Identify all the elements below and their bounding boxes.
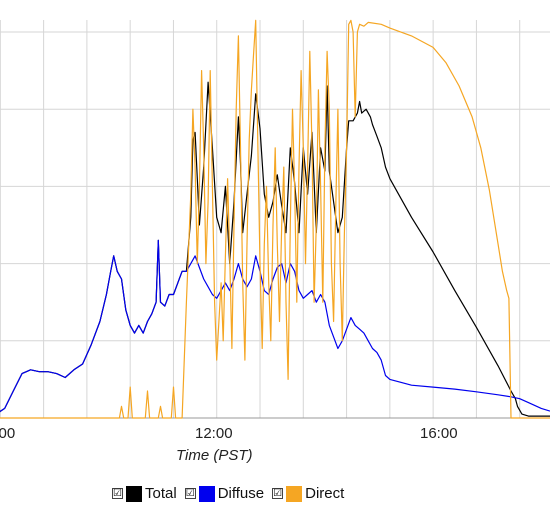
- legend-label-diffuse: Diffuse: [217, 485, 265, 502]
- legend-checkbox-direct[interactable]: ☑: [272, 488, 284, 499]
- legend-item-total[interactable]: ☑ Total: [112, 485, 177, 502]
- legend-item-diffuse[interactable]: ☑ Diffuse: [184, 485, 265, 502]
- series-line-diffuse: [0, 239, 550, 413]
- x-tick-2: 16:00: [420, 425, 458, 442]
- x-tick-0: 0:00: [0, 425, 15, 442]
- legend-label-direct: Direct: [305, 485, 345, 502]
- series-layer: [0, 19, 550, 419]
- x-axis-label: Time (PST): [176, 447, 253, 464]
- legend-swatch-diffuse: [198, 485, 215, 502]
- irradiance-line-chart: 0:00 12:00 16:00 Time (PST): [0, 19, 550, 464]
- x-tick-1: 12:00: [195, 425, 233, 442]
- legend-checkbox-total[interactable]: ☑: [112, 488, 123, 499]
- plot-grid: [0, 20, 550, 419]
- series-line-direct: [0, 19, 550, 419]
- chart-legend: ☑ Total ☑ Diffuse ☑ Direct: [112, 485, 352, 502]
- x-axis-ticks: 0:00 12:00 16:00: [0, 425, 458, 442]
- legend-item-direct[interactable]: ☑ Direct: [272, 485, 344, 502]
- legend-label-total: Total: [145, 485, 177, 502]
- legend-swatch-direct: [286, 485, 303, 502]
- legend-checkbox-diffuse[interactable]: ☑: [184, 488, 196, 499]
- legend-swatch-total: [126, 485, 142, 502]
- series-line-total: [0, 81, 550, 417]
